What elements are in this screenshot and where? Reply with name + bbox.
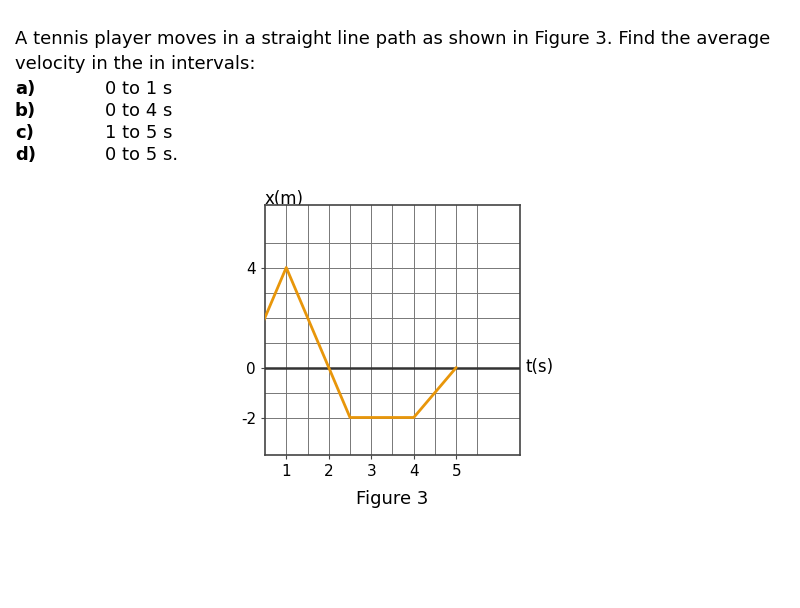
Text: Figure 3: Figure 3 (356, 490, 429, 508)
Text: x(m): x(m) (265, 190, 304, 208)
Text: 0 to 1 s: 0 to 1 s (105, 80, 172, 98)
Text: velocity in the in intervals:: velocity in the in intervals: (15, 55, 255, 73)
Text: a): a) (15, 80, 35, 98)
Text: b): b) (15, 102, 36, 120)
Text: t(s): t(s) (525, 359, 553, 376)
Text: 0 to 4 s: 0 to 4 s (105, 102, 172, 120)
Text: A tennis player moves in a straight line path as shown in Figure 3. Find the ave: A tennis player moves in a straight line… (15, 30, 770, 48)
Text: d): d) (15, 146, 36, 164)
Text: 1 to 5 s: 1 to 5 s (105, 124, 173, 142)
Text: c): c) (15, 124, 34, 142)
Text: 0 to 5 s.: 0 to 5 s. (105, 146, 178, 164)
